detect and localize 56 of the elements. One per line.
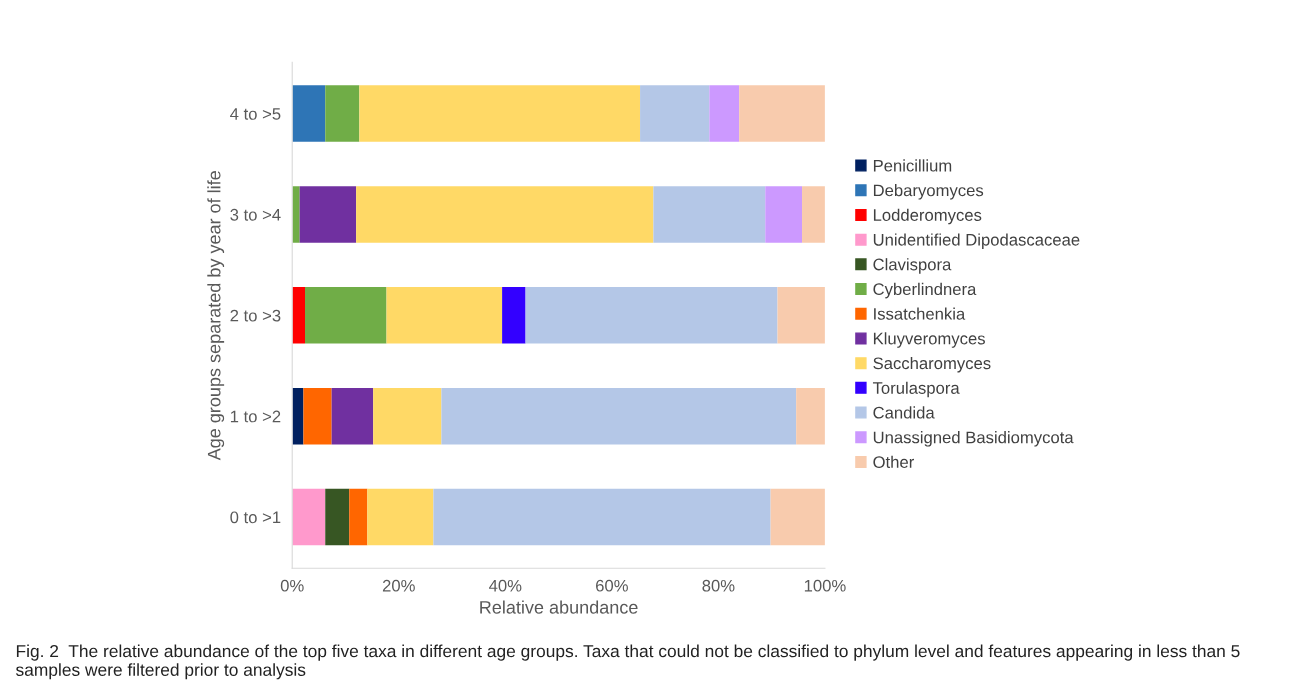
x-tick-label: 0% <box>280 579 304 592</box>
x-tick-label: 40% <box>489 579 522 592</box>
bar <box>373 387 442 445</box>
legend-label: Other <box>873 455 914 469</box>
legend-label: Penicillium <box>873 159 952 172</box>
bar <box>653 186 766 243</box>
bar <box>299 186 357 243</box>
bar <box>802 186 825 243</box>
bar <box>739 85 825 142</box>
bar <box>796 387 825 445</box>
x-tick-label: 20% <box>382 579 415 592</box>
bar <box>386 287 503 344</box>
bar <box>349 488 368 546</box>
bar <box>525 287 778 344</box>
bar <box>709 85 740 142</box>
x-tick-label: 60% <box>596 579 628 592</box>
legend-label: Lodderomyces <box>873 208 982 225</box>
legend-label: Cyberlindnera <box>873 282 977 299</box>
caption: Fig. 2 The relative abundance of the top five taxa in different age groups. Taxa that could not be classified to phylum level and features appearing in less than 5 samples were filtered prior to analysis <box>16 644 1240 680</box>
bar <box>292 488 326 546</box>
y-tick-label: 0 to >1 <box>230 511 281 524</box>
y-tick-label: 3 to >4 <box>230 208 281 221</box>
legend-label: Saccharomyces <box>873 356 991 373</box>
legend-label: Unidentified Dipodascaceae <box>873 233 1080 249</box>
legend-label: Unassigned Basidiomycota <box>873 431 1074 447</box>
bar <box>305 287 387 344</box>
bar <box>777 287 825 344</box>
legend-label: Issatchenkia <box>874 307 966 320</box>
bar <box>367 488 434 546</box>
legend-label: Clavispora <box>873 258 952 274</box>
x-tick-label: 100% <box>804 579 846 592</box>
y-axis-title: Age groups separated by year of life <box>207 171 225 461</box>
bar <box>303 387 332 445</box>
bar <box>441 387 797 445</box>
y-tick-label: 2 to >3 <box>230 309 281 322</box>
legend-label: Torulaspora <box>872 381 960 398</box>
bar <box>640 85 710 142</box>
y-tick-label: 4 to >5 <box>230 108 281 120</box>
bar <box>359 85 641 142</box>
legend-label: Debaryomyces <box>873 184 984 200</box>
bar <box>292 287 305 344</box>
bar <box>292 85 326 142</box>
bar <box>356 186 654 243</box>
x-tick-label: 80% <box>702 579 735 592</box>
bar <box>325 488 350 546</box>
bar <box>502 287 526 344</box>
y-tick-label: 1 to >2 <box>230 410 281 423</box>
x-axis-title: Relative abundance <box>480 600 638 614</box>
legend-label: Candida <box>873 406 935 419</box>
bar <box>292 186 300 243</box>
bar <box>331 387 374 445</box>
bar <box>770 488 825 546</box>
legend-label: Kluyveromyces <box>873 332 985 348</box>
bar <box>325 85 360 142</box>
bar <box>433 488 771 546</box>
bar <box>765 186 803 243</box>
